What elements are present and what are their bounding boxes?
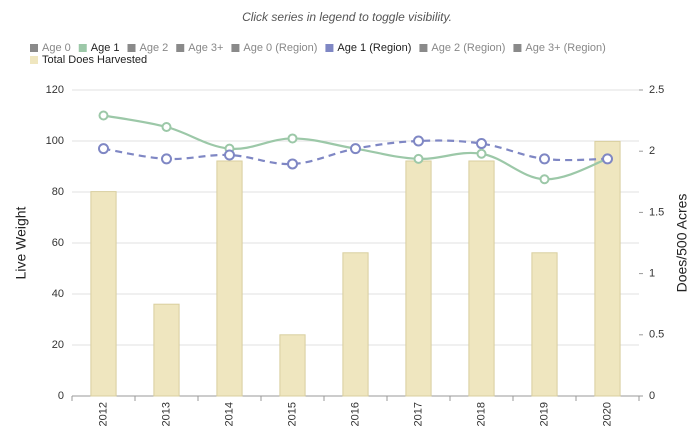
point [413, 153, 424, 164]
legend-swatch [419, 44, 428, 52]
legend-item[interactable]: Age 1 (Region) [325, 42, 411, 54]
legend-item[interactable]: Age 0 [30, 42, 71, 54]
legend-item[interactable]: Age 3+ [176, 42, 223, 54]
legend-label: Age 2 (Region) [431, 42, 505, 54]
x-tick-label: 2012 [97, 402, 109, 426]
point [413, 135, 424, 147]
legend-swatch [176, 44, 185, 52]
legend-label: Age 3+ (Region) [525, 42, 605, 54]
legend-item[interactable]: Age 1 [78, 42, 120, 54]
point [98, 110, 109, 121]
y-tick-label: 100 [46, 135, 64, 147]
y-tick-label: 120 [46, 84, 64, 96]
subtitle: Click series in legend to toggle visibil… [242, 10, 452, 24]
y2-tick-label: 2.5 [649, 84, 664, 96]
legend-label: Age 0 (Region) [243, 42, 317, 54]
legend-label: Age 1 (Region) [337, 42, 411, 54]
bar [594, 140, 621, 397]
legend-item[interactable]: Age 2 (Region) [419, 42, 505, 54]
legend-label: Age 2 [140, 42, 169, 54]
bar [153, 303, 180, 397]
point [224, 149, 235, 161]
legend-swatch [78, 44, 87, 52]
bar [279, 334, 306, 397]
x-tick-label: 2015 [286, 402, 298, 426]
bar [216, 160, 243, 397]
legend-label: Age 1 [91, 42, 120, 54]
y-tick-label: 0 [58, 390, 64, 402]
point [161, 153, 172, 165]
legend-swatch [513, 44, 522, 52]
y2-tick-label: 1 [649, 268, 655, 280]
y-tick-label: 80 [52, 186, 64, 198]
point [539, 174, 550, 185]
x-tick-label: 2014 [223, 402, 235, 426]
bar [531, 252, 558, 397]
y-tick-label: 20 [52, 339, 64, 351]
point [350, 143, 361, 155]
y-axis-title: Live Weight [13, 206, 29, 279]
point [98, 143, 109, 155]
legend-item[interactable]: Age 0 (Region) [231, 42, 317, 54]
y2-axis-title: Does/500 Acres [674, 194, 690, 293]
x-tick-label: 2020 [601, 402, 613, 426]
bar [468, 160, 495, 397]
point [476, 148, 487, 159]
legend-item[interactable]: Age 3+ (Region) [513, 42, 606, 54]
point [161, 121, 172, 132]
legend-swatch [127, 44, 136, 52]
x-tick-label: 2013 [160, 402, 172, 426]
y2-tick-label: 0.5 [649, 329, 664, 341]
legend-swatch [325, 44, 334, 52]
point [476, 138, 487, 150]
legend-label: Total Does Harvested [42, 54, 147, 66]
y2-tick-label: 0 [649, 390, 655, 402]
x-tick-label: 2019 [538, 402, 550, 426]
bar [405, 160, 432, 397]
y2-tick-label: 2 [649, 145, 655, 157]
point [602, 153, 613, 165]
x-tick-label: 2016 [349, 402, 361, 426]
point [287, 158, 298, 170]
bar [90, 191, 117, 397]
bar [342, 252, 369, 397]
legend-label: Age 3+ [188, 42, 223, 54]
legend-swatch [30, 44, 38, 52]
y-tick-label: 60 [52, 237, 64, 249]
legend-swatch [30, 56, 38, 64]
x-tick-label: 2018 [475, 402, 487, 426]
legend-label: Age 0 [42, 42, 71, 54]
point [539, 153, 550, 165]
legend-item[interactable]: Age 2 [127, 42, 169, 54]
legend-swatch [231, 44, 240, 52]
y2-tick-label: 1.5 [649, 206, 664, 218]
y-tick-label: 40 [52, 288, 64, 300]
legend-item[interactable]: Total Does Harvested [30, 54, 147, 66]
point [287, 133, 298, 144]
x-tick-label: 2017 [412, 402, 424, 426]
